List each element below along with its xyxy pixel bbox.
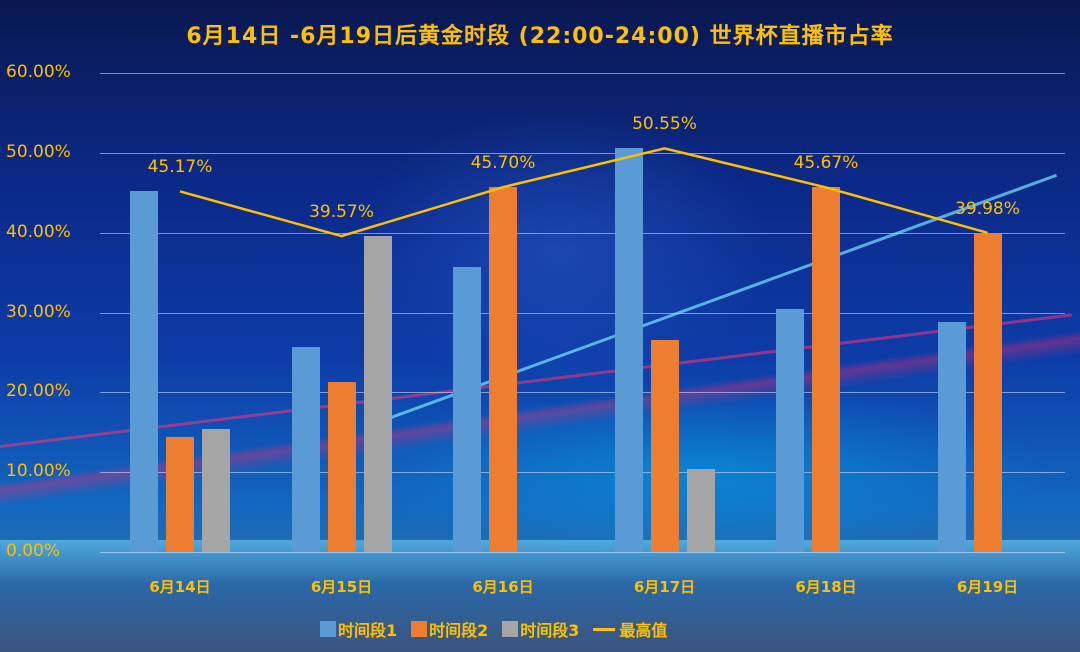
gridline [100,472,1065,474]
legend-item-s3: 时间段3 [502,617,579,641]
x-tick-label: 6月18日 [795,578,857,596]
legend-line-icon [593,627,616,631]
x-tick-label: 6月15日 [310,578,373,596]
legend: 时间段1 时间段2 时间段3 最高值 [320,617,675,641]
bar-时间段2 [812,187,840,552]
x-tick-label: 6月17日 [633,578,696,596]
gridline [100,152,1065,154]
bar-时间段2 [327,381,356,552]
legend-item-line: 最高值 [593,617,667,641]
y-tick-label: 30.00% [6,301,71,322]
bar-时间段2 [650,339,679,552]
y-tick-label: 0.00% [6,541,61,561]
data-label: 39.57% [309,202,374,223]
data-label: 39.98% [955,198,1020,219]
x-tick-label: 6月16日 [472,578,534,596]
data-label: 45.17% [147,157,213,178]
bar-时间段3 [202,429,230,552]
bar-时间段3 [686,468,715,552]
data-label: 45.67% [793,153,859,174]
legend-item-s1: 时间段1 [320,617,397,641]
data-label: 50.55% [632,114,697,135]
gridline [100,312,1065,314]
bar-时间段2 [489,187,517,552]
bar-时间段2 [166,437,194,552]
gridline [100,73,1065,74]
data-label: 45.70% [470,153,536,174]
bar-时间段1 [776,309,804,552]
bar-时间段3 [363,236,392,552]
bar-时间段1 [453,266,481,552]
y-tick-label: 10.00% [6,461,71,482]
legend-swatch-icon [411,621,428,637]
y-tick-label: 60.00% [6,62,71,82]
gridline [100,232,1065,234]
y-tick-label: 40.00% [6,221,71,242]
gridline [100,552,1065,553]
chart-title: 6月14日 -6月19日后黄金时段 (22:00-24:00) 世界杯直播市占率 [186,24,894,49]
bar-时间段1 [614,148,643,552]
gridline [100,392,1065,394]
background-road [0,540,1080,652]
bar-时间段1 [291,346,320,552]
bar-时间段2 [973,232,1002,552]
legend-swatch-icon [320,621,336,637]
y-tick-label: 50.00% [6,141,71,162]
x-tick-label: 6月19日 [956,578,1019,596]
x-tick-label: 6月14日 [149,578,211,596]
legend-swatch-icon [502,621,519,637]
bar-时间段1 [130,191,158,552]
y-tick-label: 20.00% [6,381,71,402]
bar-时间段1 [937,322,966,552]
legend-item-s2: 时间段2 [411,617,488,641]
